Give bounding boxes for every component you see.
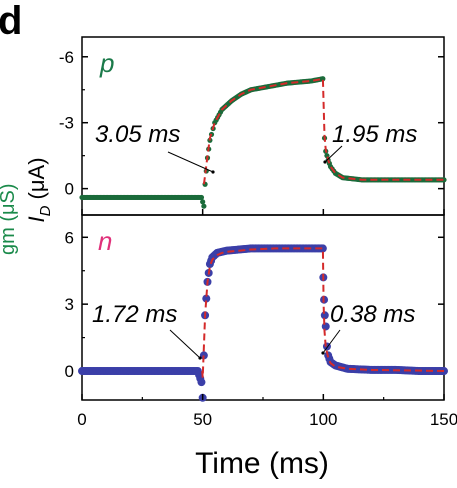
- fit-curve-p: [202, 77, 444, 185]
- data-point-p: [198, 194, 205, 201]
- x-tick-label: 0: [77, 410, 86, 429]
- data-point-n: [202, 294, 211, 303]
- panel-p: -6 -3 0 p 3.05 ms 1.95 ms: [59, 36, 447, 216]
- y-tick-label: 6: [65, 228, 74, 247]
- y-tick-label: 0: [65, 362, 74, 381]
- x-axis-ticks: 0 50 100 150: [77, 209, 457, 429]
- annotation-arrow: [324, 145, 343, 163]
- data-point-n: [199, 351, 208, 360]
- annotation-arrowhead: [323, 160, 327, 164]
- y-tick-label: -6: [59, 48, 74, 67]
- panel-n: 6 3 0 n 1.72 ms 0.38 ms: [65, 214, 448, 402]
- x-tick-label: 150: [430, 410, 457, 429]
- annotation-arrowhead: [198, 356, 202, 360]
- y-axis-title-unit: (μA): [24, 157, 49, 205]
- annotation-label: 1.72 ms: [92, 301, 177, 328]
- data-point-n: [318, 244, 327, 253]
- x-tick-label: 50: [193, 410, 212, 429]
- data-point-p: [320, 76, 326, 82]
- series-tag-p: p: [99, 48, 114, 78]
- data-point-p: [200, 199, 206, 205]
- annotation-label: 3.05 ms: [95, 121, 180, 148]
- data-point-p: [201, 203, 207, 209]
- data-point-n: [197, 378, 206, 387]
- annotation-arrow: [169, 329, 201, 359]
- annotation-arrowhead: [321, 351, 325, 355]
- data-point-n: [320, 311, 329, 320]
- data-point-n: [440, 367, 448, 376]
- y-axis-title-main: I: [24, 216, 49, 222]
- left-partial-axis-label: gm (μS): [0, 183, 19, 255]
- y-tick-label: -3: [59, 114, 74, 133]
- data-point-p: [441, 177, 447, 183]
- panel-label: d: [0, 0, 22, 43]
- annotation-arrowhead: [211, 170, 215, 174]
- annotation-label: 1.95 ms: [332, 121, 417, 148]
- annotation-arrow: [167, 151, 214, 173]
- x-tick-label: 100: [309, 410, 337, 429]
- annotation-arrow: [322, 329, 341, 354]
- svg-text:ID (μA): ID (μA): [24, 157, 54, 222]
- y-tick-label: 0: [65, 180, 74, 199]
- fit-curve-n: [201, 247, 445, 378]
- series-tag-n: n: [98, 226, 112, 256]
- y-axis-title-sub: D: [37, 205, 54, 216]
- y-axis-title: ID (μA): [24, 157, 54, 222]
- data-point-n: [321, 322, 330, 331]
- x-axis-title: Time (ms): [195, 447, 329, 480]
- annotation-label: 0.38 ms: [330, 301, 415, 328]
- y-tick-label: 3: [65, 295, 74, 314]
